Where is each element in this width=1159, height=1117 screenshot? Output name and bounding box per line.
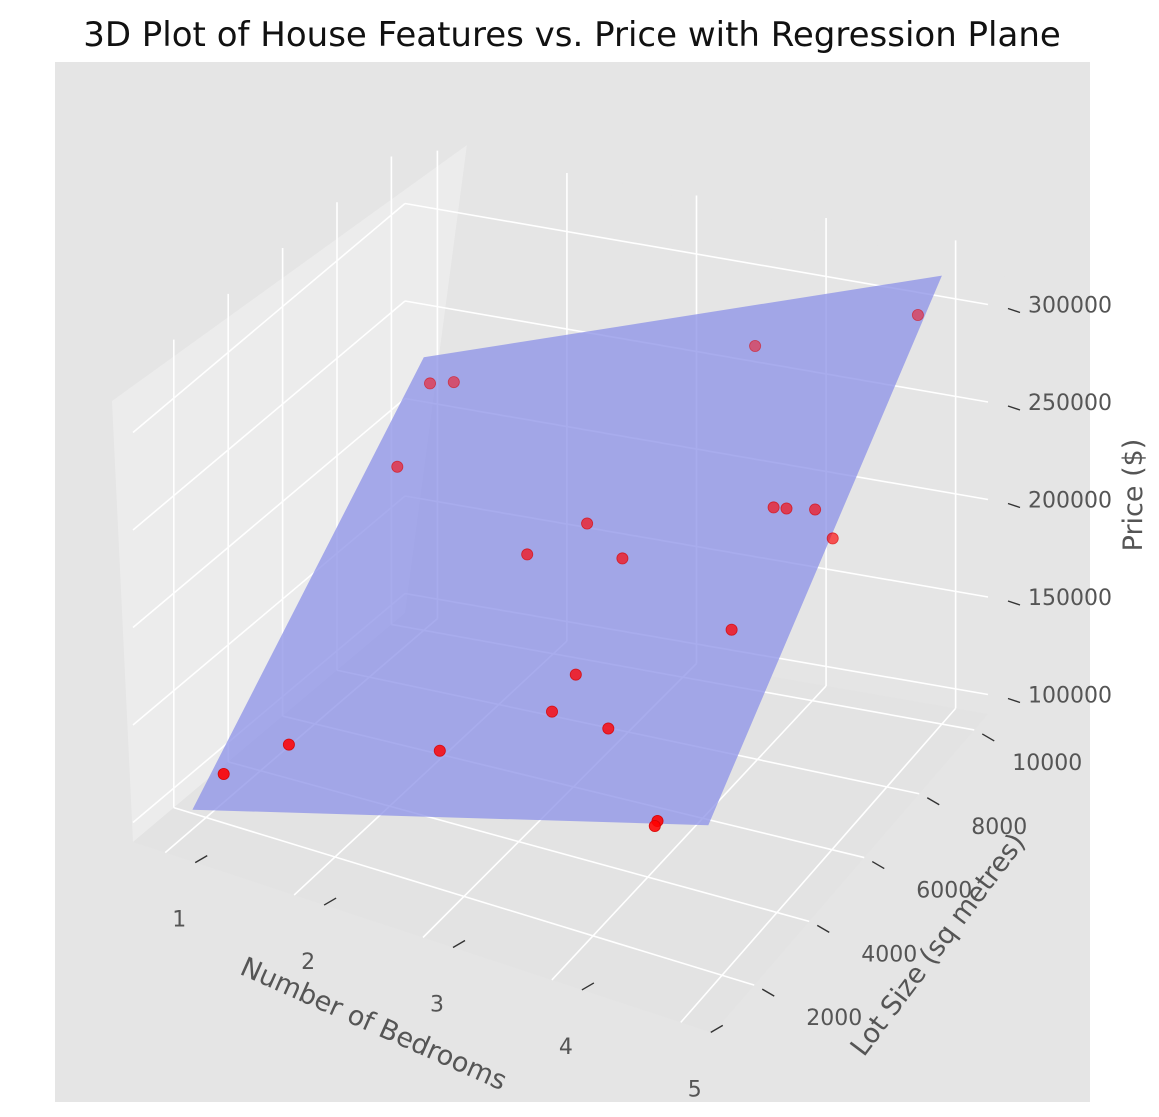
- data-point: [749, 339, 762, 352]
- x-tick-mark: [194, 855, 208, 864]
- grid-line-z-side: [132, 202, 406, 434]
- grid-line-z-side: [132, 397, 406, 629]
- data-point: [569, 668, 582, 681]
- x-tick-label: 4: [559, 1035, 573, 1060]
- data-point: [217, 768, 230, 781]
- z-tick-label: 150000: [1028, 586, 1112, 611]
- z-axis-label: Price ($): [1118, 439, 1149, 552]
- y-tick-label: 8000: [971, 815, 1027, 840]
- y-tick-mark: [981, 733, 995, 742]
- data-point: [911, 308, 924, 321]
- z-tick-mark: [1007, 307, 1021, 314]
- data-point: [616, 552, 629, 565]
- y-tick-label: 2000: [806, 1006, 862, 1031]
- z-tick-label: 100000: [1028, 684, 1112, 709]
- regression-plane-layer: [192, 275, 942, 826]
- y-tick-mark: [926, 797, 940, 806]
- data-point: [581, 517, 594, 530]
- data-point: [767, 501, 780, 514]
- x-tick-mark: [323, 897, 337, 906]
- x-tick-mark: [710, 1024, 724, 1033]
- x-tick-label: 1: [172, 908, 186, 933]
- y-tick-label: 6000: [916, 879, 972, 904]
- chart-title: 3D Plot of House Features vs. Price with…: [83, 15, 1061, 55]
- data-point: [780, 502, 793, 515]
- data-point: [423, 377, 436, 390]
- data-point: [521, 548, 534, 561]
- z-tick-label: 250000: [1028, 391, 1112, 416]
- y-tick-mark: [816, 924, 830, 933]
- grid-line-y-floor: [173, 806, 755, 986]
- y-tick-mark: [761, 988, 775, 997]
- data-point: [391, 460, 404, 473]
- grid-line-z-side: [132, 300, 406, 531]
- y-tick-label: 4000: [861, 942, 917, 967]
- data-point: [282, 738, 295, 751]
- tick-marks: [194, 307, 1021, 1033]
- data-point: [826, 532, 839, 545]
- z-tick-label: 300000: [1028, 294, 1112, 319]
- data-point: [433, 744, 446, 757]
- data-point: [546, 705, 559, 718]
- data-point: [809, 503, 822, 516]
- data-point: [648, 820, 661, 833]
- z-tick-mark: [1007, 405, 1021, 411]
- data-point: [602, 722, 615, 735]
- x-tick-label: 5: [688, 1077, 702, 1102]
- z-tick-mark: [1007, 697, 1021, 704]
- x-tick-mark: [452, 939, 466, 949]
- grid-line-x-floor: [680, 707, 957, 1023]
- z-tick-mark: [1007, 502, 1021, 509]
- data-point: [725, 623, 738, 636]
- x-tick-mark: [581, 982, 595, 991]
- grid-line-x-floor: [551, 685, 827, 981]
- data-point: [447, 376, 460, 389]
- tick-labels: 1 2 3 4 5 2000 4000 6000 8000 10000 100000 150000 20…: [172, 294, 1112, 1103]
- regression-plane: [192, 275, 942, 826]
- y-tick-label: 10000: [1012, 751, 1082, 776]
- data-points: [217, 308, 924, 833]
- z-tick-mark: [1007, 600, 1021, 606]
- x-tick-label: 2: [301, 950, 315, 975]
- x-tick-label: 3: [430, 993, 444, 1018]
- y-tick-mark: [871, 860, 885, 870]
- z-tick-label: 200000: [1028, 489, 1112, 514]
